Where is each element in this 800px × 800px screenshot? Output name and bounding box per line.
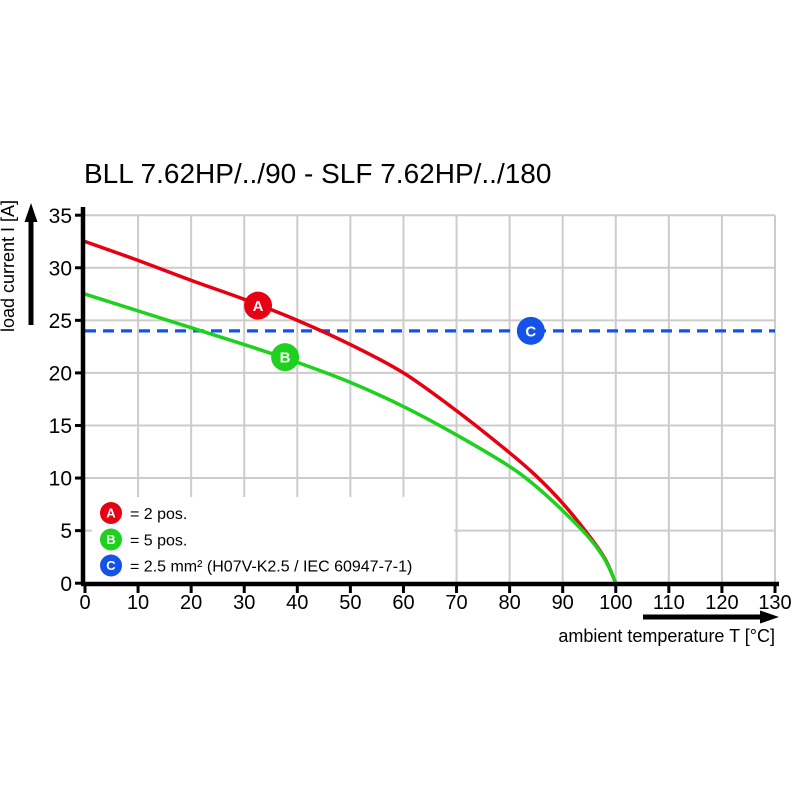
series-c-marker-circle [516, 316, 545, 345]
series-a-marker: A [244, 291, 273, 320]
y-tick-label: 15 [49, 415, 72, 438]
y-tick-label: 10 [49, 468, 72, 491]
axes [75, 207, 779, 593]
y-tick-label: 5 [60, 520, 72, 543]
x-tick-label: 0 [79, 592, 90, 614]
y-tick-label: 30 [49, 257, 72, 280]
legend-c-label: = 2.5 mm² (H07V-K2.5 / IEC 60947-7-1) [130, 558, 412, 575]
legend-b-letter: B [106, 532, 115, 547]
x-tick-label: 90 [552, 592, 574, 614]
series-b-marker-letter: B [280, 350, 291, 367]
y-tick-label: 20 [49, 362, 72, 385]
series-c-marker-letter: C [525, 323, 536, 340]
y-axis-label: load current I [A] [0, 200, 18, 332]
legend-background [92, 497, 454, 583]
legend-b-dot [100, 528, 122, 551]
legend-a-letter: A [106, 506, 116, 521]
gridlines [85, 214, 776, 584]
x-tick-label: 80 [498, 592, 520, 614]
x-tick-label: 110 [653, 592, 685, 614]
y-tick-labels: 0 5 10 15 20 25 30 35 [49, 205, 72, 596]
y-tick-label: 25 [49, 310, 72, 333]
legend-a-label: = 2 pos. [130, 506, 187, 523]
series-a-marker-circle [244, 291, 273, 320]
x-tick-label: 70 [445, 592, 467, 614]
x-tick-label: 40 [286, 592, 308, 614]
x-tick-label: 50 [339, 592, 361, 614]
legend-c-dot [100, 554, 122, 577]
x-tick-label: 30 [233, 592, 255, 614]
x-tick-label: 60 [392, 592, 414, 614]
legend-a-dot [100, 502, 122, 524]
series-b-marker: B [271, 343, 300, 372]
y-tick-label: 35 [49, 205, 72, 228]
x-tick-label: 130 [758, 592, 791, 614]
series-b-curve [83, 292, 618, 585]
legend-item-b: B = 5 pos. [100, 528, 187, 551]
chart-title: BLL 7.62HP/../90 - SLF 7.62HP/../180 [84, 158, 552, 189]
x-tick-label: 120 [705, 592, 738, 614]
x-tick-label: 20 [180, 592, 202, 614]
series-c-marker: C [516, 316, 545, 345]
legend-b-label: = 5 pos. [130, 532, 187, 549]
x-axis-label: ambient temperature T [°C] [558, 626, 775, 646]
x-axis-arrow-icon [643, 610, 779, 624]
x-tick-label: 100 [599, 592, 632, 614]
y-tick-label: 0 [60, 573, 72, 596]
x-tick-labels: 0 10 20 30 40 50 60 70 80 90 100 110 120 130 [79, 592, 791, 614]
series-b-marker-circle [271, 343, 300, 372]
legend-item-c: C = 2.5 mm² (H07V-K2.5 / IEC 60947-7-1) [100, 554, 412, 577]
legend: A = 2 pos. B = 5 pos. C = 2.5 mm² (H07V-… [100, 502, 412, 577]
y-axis-arrow-icon [24, 203, 38, 325]
x-tick-label: 10 [127, 592, 149, 614]
legend-c-letter: C [106, 558, 116, 573]
series-a-marker-letter: A [253, 298, 264, 315]
legend-item-a: A = 2 pos. [100, 502, 187, 524]
